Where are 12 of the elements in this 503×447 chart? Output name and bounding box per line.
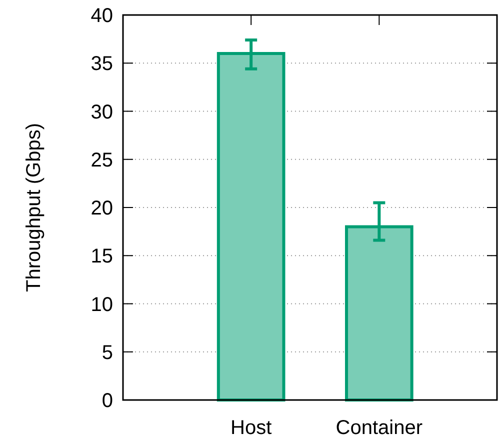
y-tick-label: 10: [90, 294, 113, 316]
x-tick-label: Container: [336, 417, 423, 439]
y-tick-label: 20: [90, 198, 113, 220]
y-tick-label: 25: [90, 149, 113, 172]
y-tick-label: 0: [102, 390, 113, 412]
y-tick-label: 40: [90, 5, 113, 27]
y-axis-title: Throughput (Gbps): [23, 123, 45, 292]
y-tick-label: 5: [102, 342, 113, 364]
y-tick-label: 35: [90, 53, 113, 76]
x-tick-label: Host: [230, 417, 272, 439]
y-tick-label: 15: [90, 246, 113, 268]
y-tick-label: 30: [90, 101, 113, 124]
